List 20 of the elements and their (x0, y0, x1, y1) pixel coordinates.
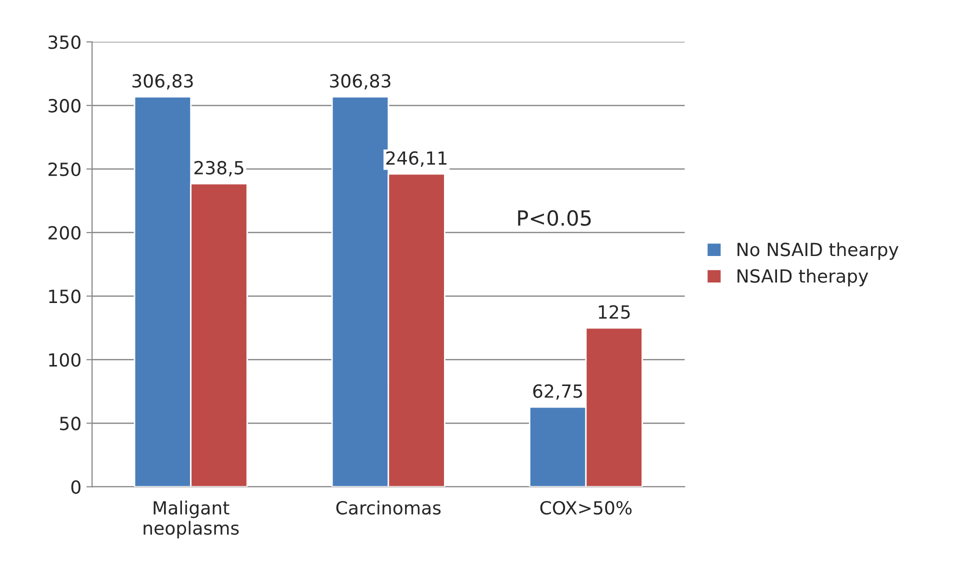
y-tick-label: 350 (48, 35, 80, 50)
x-tick-label: COX>50% (540, 500, 632, 515)
data-label: 125 (598, 305, 630, 319)
x-tick-label: Maligant neoplasms (144, 500, 239, 538)
y-tick-label: 150 (49, 290, 80, 304)
data-label: 246,11 (386, 151, 446, 167)
y-tick-label: 300 (48, 98, 80, 113)
data-label: 238,5 (194, 160, 244, 176)
data-label: 62,75 (533, 384, 582, 400)
data-label: 306,83 (330, 74, 390, 90)
y-tick-label: 200 (48, 226, 80, 240)
y-tick-label: 50 (60, 416, 80, 430)
data-label: 306,83 (132, 74, 193, 90)
y-tick-label: 100 (49, 353, 80, 367)
x-tick-label: Carcinomas (336, 500, 441, 515)
y-tick-label: 0 (71, 480, 80, 494)
legend-label: No NSAID thearpy (738, 242, 898, 260)
annotation: P<0.05 (518, 210, 591, 226)
legend-label: NSAID therapy (738, 268, 868, 286)
y-tick-label: 250 (48, 162, 80, 176)
